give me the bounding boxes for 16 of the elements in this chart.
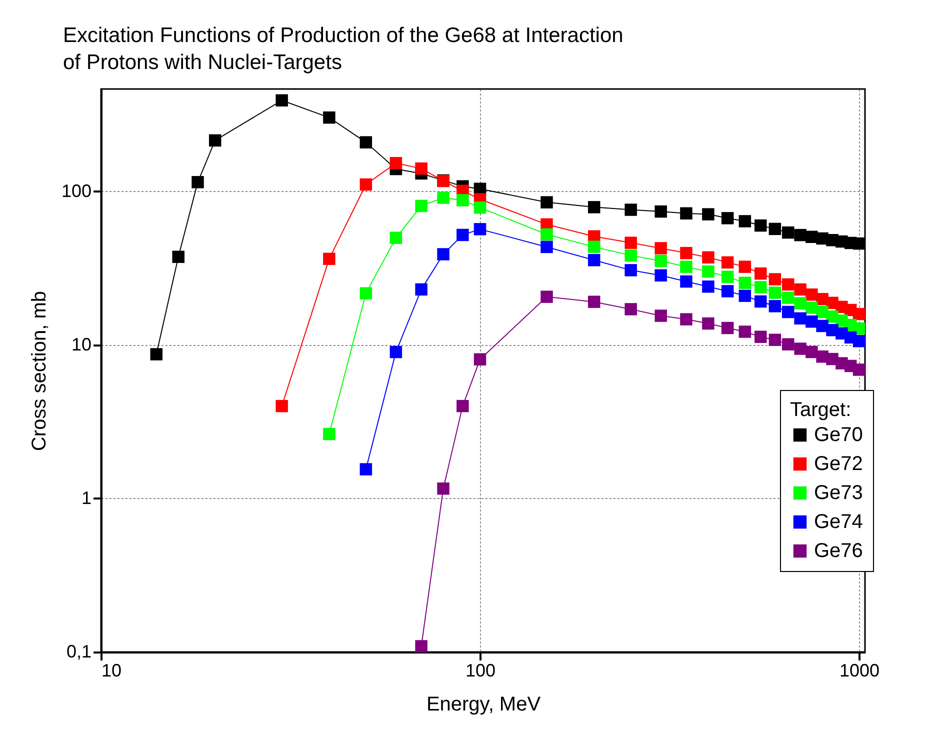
y-tick-label: 10 <box>71 334 92 354</box>
y-tick-label: 1 <box>81 488 92 508</box>
legend-label: Ge74 <box>814 511 863 533</box>
legend-label: Ge76 <box>814 540 863 562</box>
x-axis-title: Energy, MeV <box>426 694 542 716</box>
x-tick-label: 100 <box>465 660 496 680</box>
legend-label: Ge72 <box>814 453 863 475</box>
x-tick-label: 10 <box>102 660 122 680</box>
x-tick-label: 1000 <box>839 660 880 680</box>
chart-title: Excitation Functions of Production of the Ge68 at Interaction of Protons with Nuclei-Targets <box>63 24 624 74</box>
y-tick-label: 100 <box>61 180 92 201</box>
y-tick-label: 0,1 <box>66 642 92 662</box>
y-axis-title: Cross section, mb <box>28 290 50 452</box>
legend-label: Ge73 <box>814 482 863 504</box>
legend-label: Ge70 <box>814 424 863 446</box>
legend-title: Target: <box>790 399 852 421</box>
